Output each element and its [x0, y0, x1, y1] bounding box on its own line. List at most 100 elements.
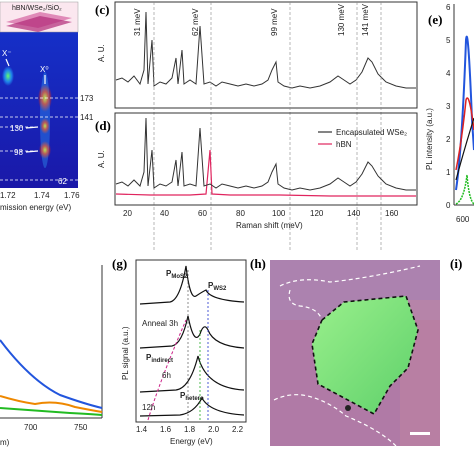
- g-spectrum-12h: [139, 396, 245, 417]
- raman-spectrum-c: [115, 11, 416, 89]
- g-label-12h: 12h: [142, 403, 155, 412]
- f-curve-green: [0, 407, 103, 416]
- g-spectrum-top: [139, 265, 245, 305]
- d-xtick-160: 160: [385, 209, 399, 218]
- e-ytick-6: 6: [446, 3, 451, 12]
- raman-spectrum-hbn: [115, 149, 416, 197]
- x-zero-label: X⁰: [40, 65, 49, 74]
- g-ylabel: PL signal (a.u.): [121, 326, 130, 380]
- d-xtick-60: 60: [198, 209, 207, 218]
- e-ytick-2: 2: [446, 135, 451, 144]
- panel-g-letter: (g): [112, 256, 127, 271]
- panel-g-frame: [135, 259, 247, 423]
- panel-i: (i): [450, 256, 462, 271]
- arrow-130: [25, 126, 39, 129]
- a-xtick-2: 1.74: [34, 191, 50, 200]
- d-xtick-100: 100: [272, 209, 286, 218]
- f-curve-orange: [0, 395, 103, 413]
- d-xtick-120: 120: [310, 209, 324, 218]
- boundary-dashed-white-bottom: [273, 394, 397, 447]
- peak-label-99: 99 meV: [270, 8, 279, 36]
- e-ytick-0: 0: [446, 201, 451, 210]
- g-label-6h: 6h: [162, 371, 171, 380]
- g-label-pmos2: PMoS2: [166, 269, 188, 280]
- inner-label-98: 98: [14, 148, 23, 157]
- e-ytick-5: 5: [446, 36, 451, 45]
- panel-c-yunit: A. U.: [97, 44, 106, 62]
- panel-d-frame: [114, 112, 418, 206]
- e-xtick-600: 600: [456, 215, 470, 224]
- panel-e: (e) PL intensity (a.u.) 0 1 2 3 4 5 6 60…: [425, 3, 474, 224]
- flake: [311, 295, 419, 416]
- peak-label-62: 62 meV: [191, 8, 200, 36]
- panel-g: (g) PL signal (a.u.) PMoS2 PWS2 Anneal 3…: [112, 256, 247, 446]
- arrow-98: [25, 150, 39, 153]
- e-curve-black: [455, 117, 474, 181]
- e-yticks: 0 1 2 3 4 5 6: [446, 3, 451, 210]
- hotspot-x0-low: [39, 141, 51, 159]
- e-ylabel: PL intensity (a.u.): [425, 108, 434, 170]
- panel-h: (h): [250, 256, 440, 447]
- g-xtick-2.0: 2.0: [208, 425, 220, 434]
- x-minus-arrow: [5, 58, 10, 67]
- g-xtick-1.4: 1.4: [136, 425, 148, 434]
- d-xtick-140: 140: [347, 209, 361, 218]
- legend-label-hbn: hBN: [336, 140, 352, 149]
- panel-e-letter: (e): [428, 12, 442, 27]
- d-xtick-20: 20: [123, 209, 132, 218]
- a-xlabel: mission energy (eV): [0, 203, 71, 212]
- g-xtick-1.8: 1.8: [184, 425, 196, 434]
- x-minus-label: X⁻: [2, 49, 12, 58]
- panel-c-letter: (c): [95, 2, 109, 17]
- g-xtick-1.6: 1.6: [160, 425, 172, 434]
- e-ytick-3: 3: [446, 102, 451, 111]
- f-curve-blue: [0, 339, 103, 409]
- panel-c: (c) A. U. 31 meV 62 meV 99 meV 130 meV 1…: [95, 1, 418, 250]
- a-xtick-3: 1.76: [64, 191, 80, 200]
- boundary-dashed-white-left: [288, 289, 323, 321]
- e-curve-blue: [455, 35, 474, 191]
- f-xlabel-fragment: m): [0, 438, 10, 447]
- e-curve-green: [455, 174, 474, 205]
- right-tick-173: 173: [80, 94, 94, 103]
- g-label-pindirect: Pindirect: [146, 353, 173, 364]
- e-ytick-1: 1: [446, 168, 451, 177]
- raman-dash-guides: [153, 2, 382, 250]
- panel-f: 700 750 m): [0, 265, 103, 447]
- panel-d-yunit: A. U.: [97, 150, 106, 168]
- f-xtick-700: 700: [24, 423, 38, 432]
- hotspot-x-minus: [2, 66, 14, 86]
- d-xtick-80: 80: [236, 209, 245, 218]
- stack-label: hBN/WSe₂/SiO₂: [12, 5, 62, 12]
- e-curve-red: [455, 97, 474, 171]
- panel-a: hBN/WSe₂/SiO₂ X⁻ X⁰ 130 98 62 173 141 1.…: [0, 1, 94, 212]
- inner-label-62: 62: [58, 177, 67, 186]
- defect-spot: [345, 405, 351, 411]
- panel-d: (d) A. U. Encapsulated WSe₂ hBN 20 40 60…: [95, 112, 418, 230]
- d-xlabel: Raman shift (meV): [236, 221, 303, 230]
- g-xtick-2.2: 2.2: [232, 425, 244, 434]
- f-xtick-750: 750: [74, 423, 88, 432]
- right-tick-141: 141: [80, 113, 94, 122]
- panel-d-xticks: 20 40 60 80 100 120 140 160: [123, 209, 399, 218]
- raman-spectrum-d: [115, 117, 416, 191]
- d-xtick-40: 40: [160, 209, 169, 218]
- scale-bar: [410, 432, 430, 435]
- peak-label-130: 130 meV: [337, 3, 346, 36]
- g-xlabel: Energy (eV): [170, 437, 213, 446]
- panel-c-frame: [114, 1, 418, 109]
- g-label-phetero: Phetero: [180, 391, 204, 402]
- a-xtick-1: 1.72: [0, 191, 16, 200]
- g-spectrum-6h: [139, 355, 245, 393]
- g-label-anneal: Anneal 3h: [142, 319, 178, 328]
- inner-label-130: 130: [10, 124, 24, 133]
- panel-i-letter: (i): [450, 256, 462, 271]
- e-ytick-4: 4: [446, 69, 451, 78]
- legend-label-wse2: Encapsulated WSe₂: [336, 128, 407, 137]
- hotspot-x0-glow: [40, 72, 50, 168]
- peak-label-31: 31 meV: [133, 8, 142, 36]
- hotspot-x0-mid: [40, 118, 50, 134]
- g-guide-indirect: [147, 319, 187, 421]
- g-label-pws2: PWS2: [208, 281, 227, 292]
- stack-layer-bottom: [6, 16, 72, 32]
